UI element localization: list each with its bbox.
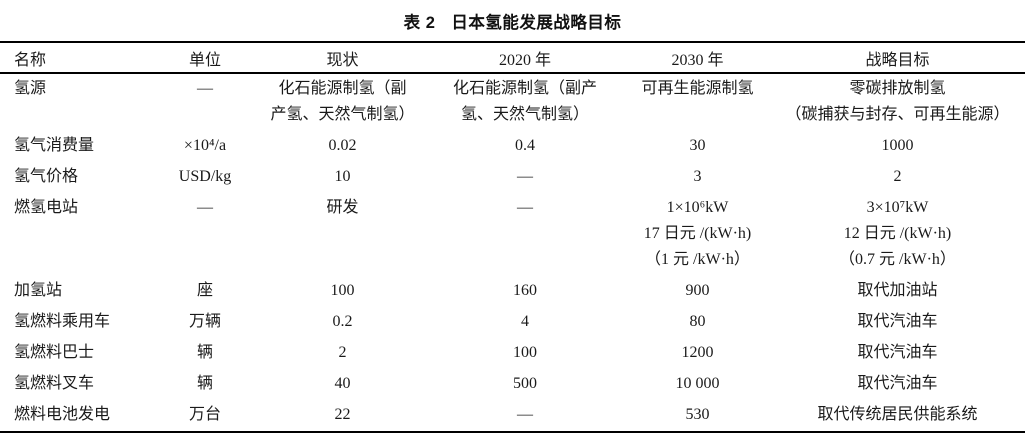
- cell-name: 燃料电池发电: [14, 406, 111, 423]
- cell-y2020: 500: [513, 375, 537, 392]
- cell-unit: ×10⁴/a: [183, 137, 227, 154]
- cell-name: 氢燃料叉车: [14, 375, 95, 392]
- cell-target: 零碳排放制氢 （碳捕获与封存、可再生能源）: [785, 80, 1010, 123]
- cell-target: 3×10⁷kW 12 日元 /(kW·h) （0.7 元 /kW·h）: [839, 199, 956, 268]
- strategy-table: 名称 单位 现状 2020 年 2030 年战略目标 氢源 — 化石能源制氢（副 产氢、天然气…: [0, 41, 1025, 433]
- cell-y2020: 160: [513, 282, 537, 299]
- table-row: 氢气消费量 ×10⁴/a 0.02 0.4 30 1000: [0, 131, 1025, 162]
- cell-current: 10: [334, 168, 351, 185]
- cell-y2020: —: [517, 406, 533, 423]
- column-header-target: 战略目标: [770, 42, 1025, 74]
- cell-unit: 辆: [196, 344, 213, 361]
- cell-current: 0.2: [332, 313, 353, 330]
- cell-target: 取代传统居民供能系统: [817, 406, 978, 423]
- cell-current: 研发: [326, 199, 359, 216]
- column-header-unit: 单位: [150, 42, 260, 74]
- cell-target: 取代汽油车: [857, 344, 938, 361]
- cell-unit: 辆: [196, 375, 213, 392]
- cell-unit: USD/kg: [178, 168, 232, 185]
- cell-unit: 万辆: [188, 313, 221, 330]
- cell-y2030: 80: [689, 313, 706, 330]
- cell-current: 22: [334, 406, 351, 423]
- cell-y2030: 3: [693, 168, 702, 185]
- table-row: 氢燃料叉车 辆 40 500 10 000 取代汽油车: [0, 369, 1025, 400]
- table-row: 氢燃料巴士 辆 2 100 1200 取代汽油车: [0, 338, 1025, 369]
- cell-y2020: 0.4: [515, 137, 535, 154]
- cell-target: 取代汽油车: [857, 313, 938, 330]
- table-row: 燃氢电站 — 研发 — 1×10⁶kW 17 日元 /(kW·h) （1 元 /kW·h） 3…: [0, 193, 1025, 276]
- column-header-y2020: 2020 年: [425, 42, 625, 74]
- cell-name: 氢气价格: [14, 168, 79, 185]
- cell-unit: —: [197, 199, 213, 216]
- cell-name: 氢燃料巴士: [14, 344, 95, 361]
- cell-y2020: —: [517, 199, 533, 216]
- cell-y2030: 30: [689, 137, 706, 154]
- cell-y2030: 1200: [681, 344, 714, 361]
- cell-target: 取代加油站: [857, 282, 938, 299]
- table-row: 加氢站 座 100 160 900 取代加油站: [0, 276, 1025, 307]
- cell-y2020: 100: [513, 344, 537, 361]
- cell-y2030: 1×10⁶kW 17 日元 /(kW·h) （1 元 /kW·h）: [643, 199, 752, 268]
- cell-y2020: 4: [521, 313, 529, 330]
- cell-target: 取代汽油车: [857, 375, 938, 392]
- cell-y2030: 可再生能源制氢: [641, 80, 754, 97]
- cell-name: 加氢站: [14, 282, 63, 299]
- cell-unit: 座: [196, 282, 213, 299]
- table-caption: 日本氢能发展战略目标: [451, 14, 622, 32]
- cell-y2020: 化石能源制氢（副产 氢、天然气制氢）: [452, 80, 597, 123]
- cell-current: 2: [338, 344, 347, 361]
- cell-unit: 万台: [188, 406, 221, 423]
- table-row: 氢燃料乘用车 万辆 0.2 4 80 取代汽油车: [0, 307, 1025, 338]
- cell-target: 1000: [881, 137, 914, 154]
- table-title: 表 2 日本氢能发展战略目标: [0, 9, 1025, 33]
- cell-current: 100: [330, 282, 355, 299]
- cell-current: 40: [334, 375, 351, 392]
- cell-name: 氢燃料乘用车: [14, 313, 111, 330]
- table-body: 氢源 — 化石能源制氢（副 产氢、天然气制氢） 化石能源制氢（副产 氢、天然气制氢） 可再生…: [0, 73, 1025, 432]
- table-row: 氢气价格 USD/kg 10 — 3 2: [0, 162, 1025, 193]
- table-head: 名称 单位 现状 2020 年 2030 年战略目标: [0, 42, 1025, 74]
- cell-y2030: 10 000: [675, 375, 720, 392]
- cell-y2030: 530: [685, 406, 710, 423]
- cell-name: 氢气消费量: [14, 137, 95, 154]
- cell-unit: —: [197, 80, 213, 97]
- cell-name: 燃氢电站: [14, 199, 79, 216]
- column-header-name: 名称: [0, 42, 150, 74]
- cell-current: 化石能源制氢（副 产氢、天然气制氢）: [270, 80, 415, 123]
- column-header-current: 现状: [260, 42, 425, 74]
- table-row: 燃料电池发电 万台 22 — 530 取代传统居民供能系统: [0, 400, 1025, 432]
- cell-y2030: 900: [685, 282, 710, 299]
- cell-current: 0.02: [328, 137, 357, 154]
- table-row: 氢源 — 化石能源制氢（副 产氢、天然气制氢） 化石能源制氢（副产 氢、天然气制氢） 可再生…: [0, 73, 1025, 131]
- cell-y2020: —: [517, 168, 533, 185]
- cell-name: 氢源: [14, 80, 47, 97]
- table-number: 表 2: [403, 14, 436, 32]
- column-header-y2030: 2030 年: [625, 42, 770, 74]
- cell-target: 2: [893, 168, 902, 185]
- header-row: 名称 单位 现状 2020 年 2030 年战略目标: [0, 42, 1025, 74]
